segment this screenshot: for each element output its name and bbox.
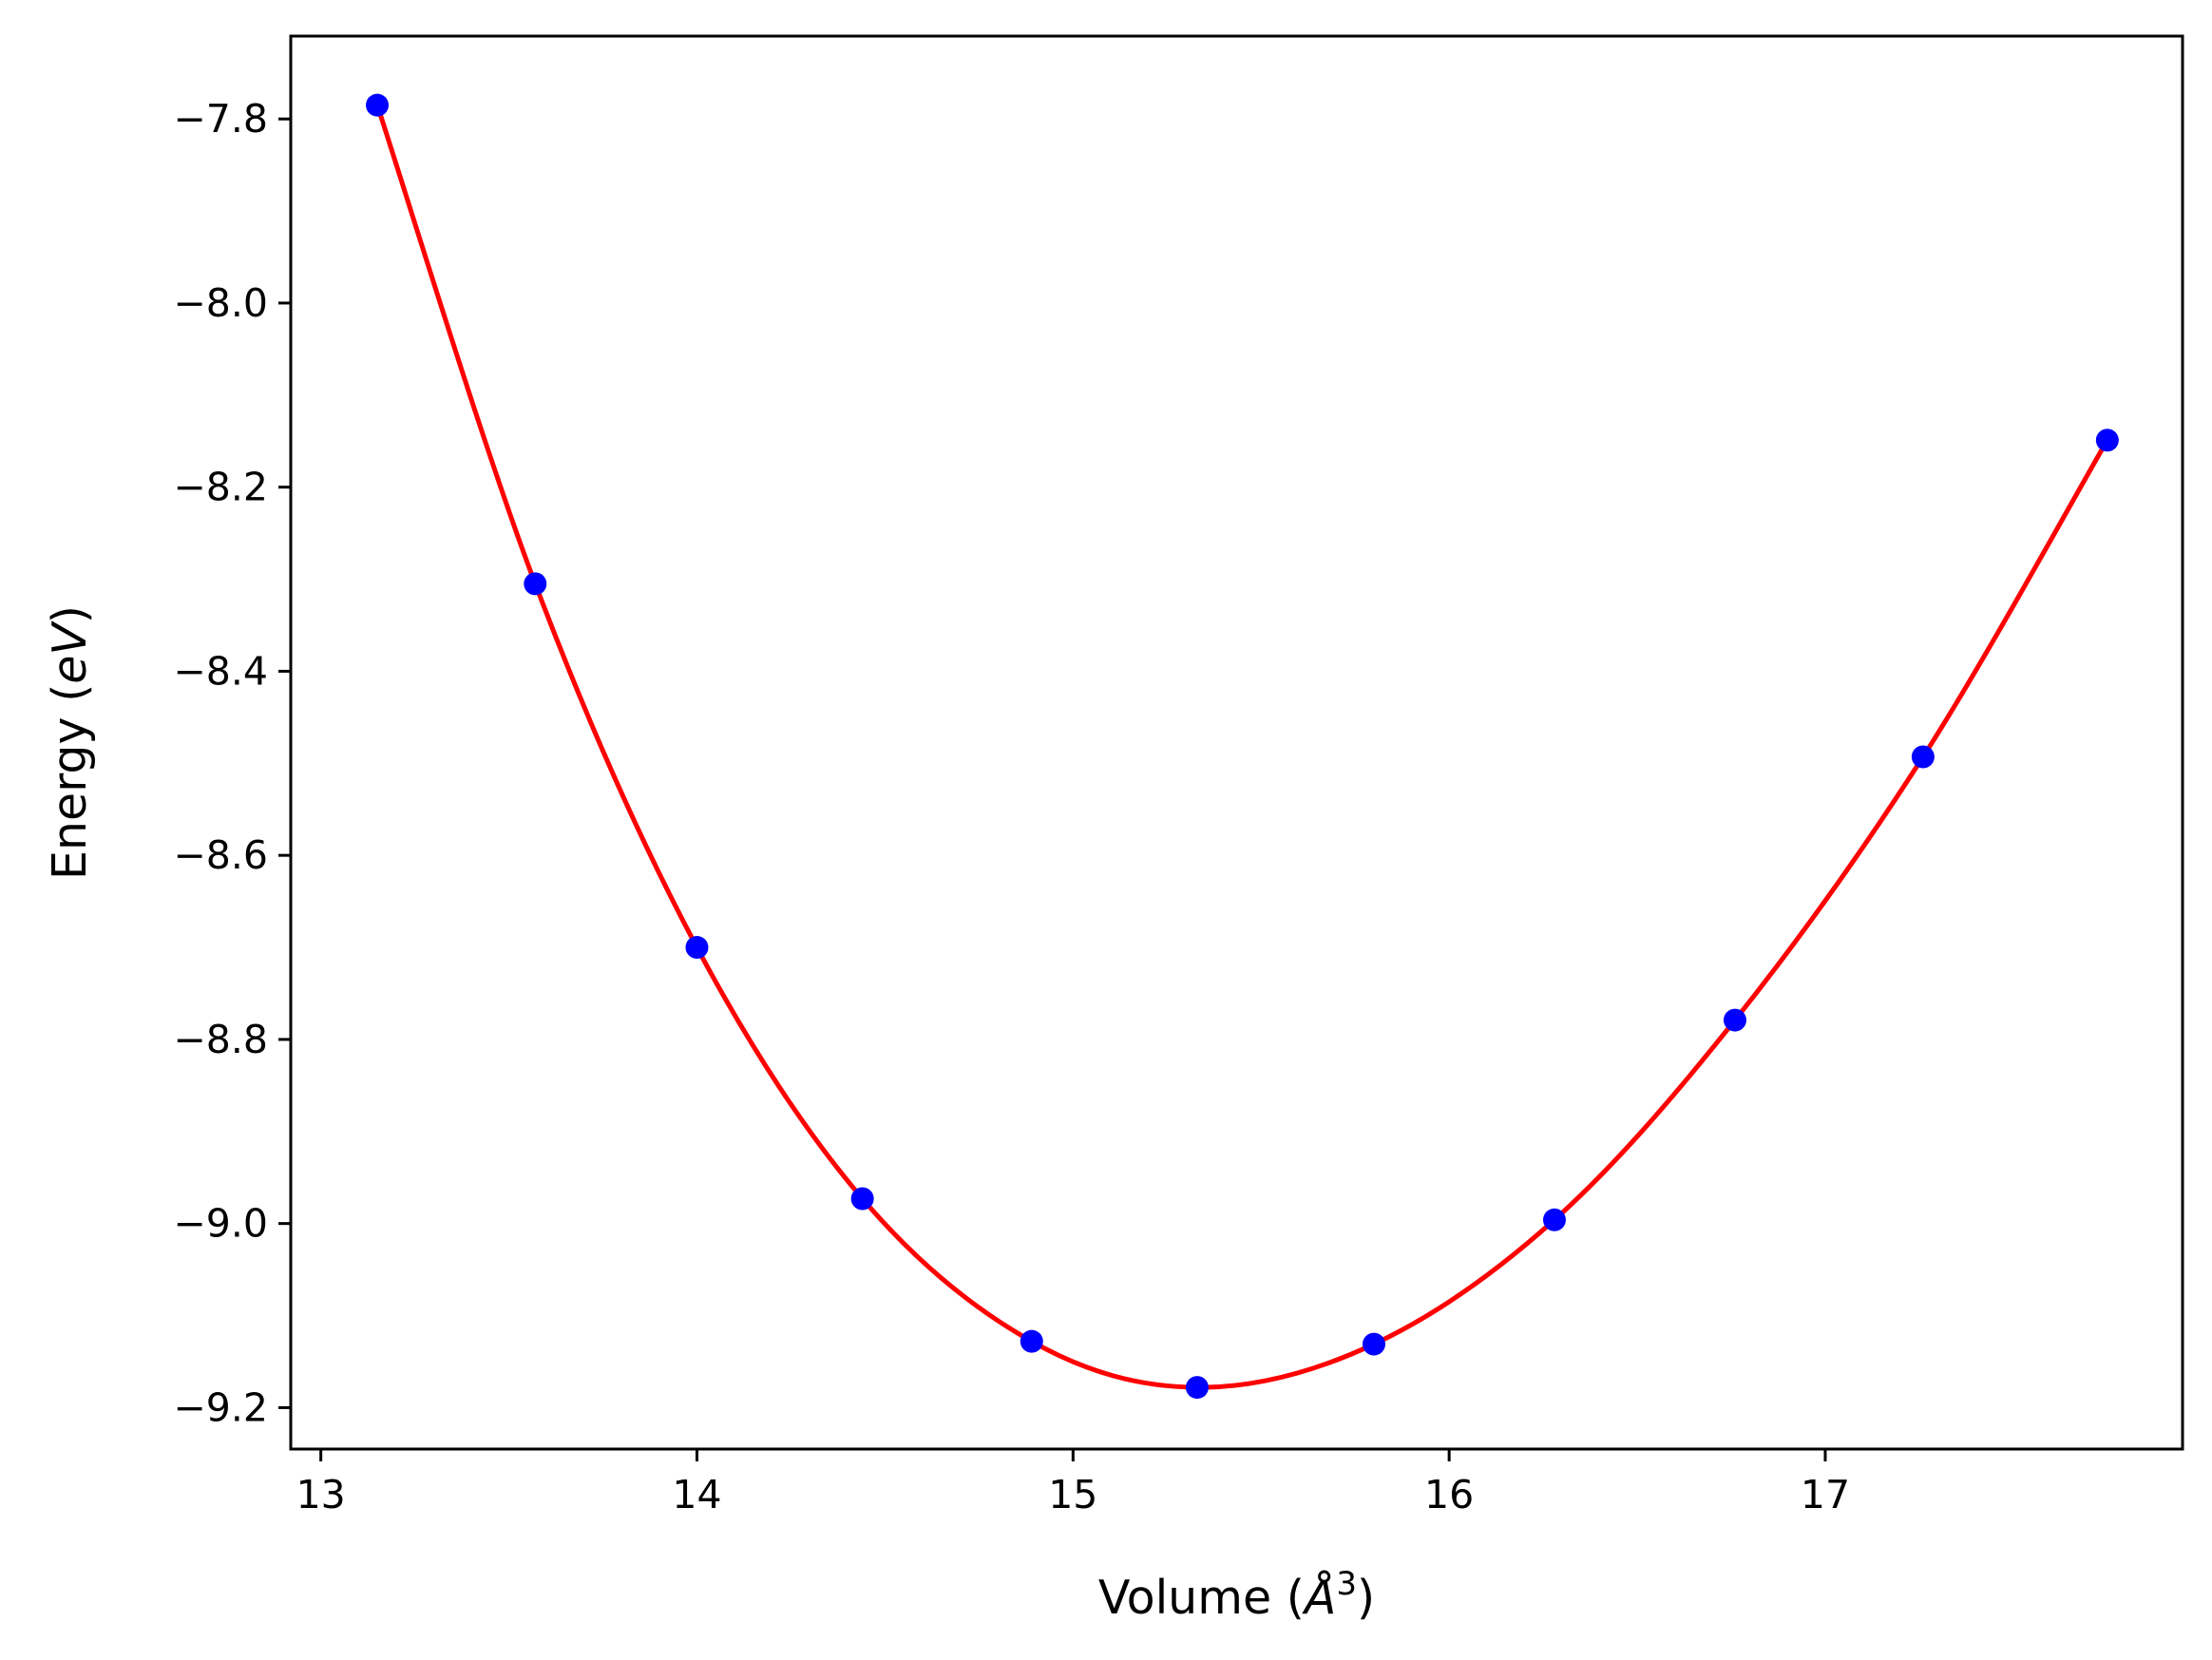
x-tick-label: 15 xyxy=(1048,1472,1097,1517)
data-point xyxy=(1020,1329,1043,1353)
fit-curve xyxy=(374,104,2109,1390)
y-tick-label: −8.2 xyxy=(173,465,268,510)
y-tick-label: −9.2 xyxy=(173,1384,268,1430)
x-axis-unit-exponent: 3 xyxy=(1336,1565,1357,1603)
y-tick-label: −7.8 xyxy=(173,96,268,142)
y-axis-label: Energy (eV) xyxy=(43,605,97,880)
x-tick-label: 17 xyxy=(1801,1472,1850,1517)
data-point xyxy=(2095,429,2119,452)
x-axis-label-text: Volume xyxy=(1098,1571,1271,1625)
data-point xyxy=(1723,1008,1746,1032)
data-point xyxy=(1362,1332,1385,1356)
y-tick-label: −8.0 xyxy=(173,280,268,326)
y-tick-label: −8.6 xyxy=(173,832,268,878)
data-point xyxy=(524,572,547,596)
data-point xyxy=(366,93,390,117)
y-axis-label-text: Energy xyxy=(43,716,97,880)
y-axis-ticks: −7.8 −8.0 −8.2 −8.4 −8.6 −8.8 −9.0 −9.2 xyxy=(173,96,291,1430)
data-point xyxy=(1911,745,1935,769)
x-tick-label: 14 xyxy=(672,1472,721,1517)
y-axis-unit: eV xyxy=(43,620,97,684)
x-axis-label: Volume (Å3) xyxy=(1098,1565,1375,1625)
y-tick-label: −8.4 xyxy=(173,648,268,694)
x-axis-ticks: 13 14 15 16 17 xyxy=(296,1449,1850,1517)
data-point xyxy=(1185,1376,1209,1400)
plot-area xyxy=(289,34,2184,1451)
data-point xyxy=(1542,1208,1566,1231)
x-tick-label: 13 xyxy=(296,1472,346,1517)
x-axis-unit: Å xyxy=(1302,1569,1337,1625)
data-point xyxy=(685,936,709,960)
y-tick-label: −8.8 xyxy=(173,1017,268,1062)
x-tick-label: 16 xyxy=(1424,1472,1474,1517)
data-point xyxy=(850,1187,874,1211)
data-points xyxy=(366,93,2119,1400)
y-tick-label: −9.0 xyxy=(173,1201,268,1247)
